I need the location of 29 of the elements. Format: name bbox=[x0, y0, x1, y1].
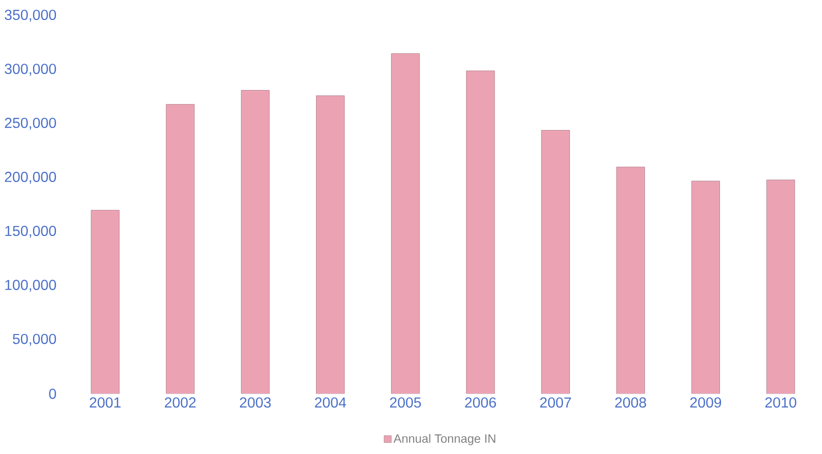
bar bbox=[166, 104, 195, 394]
legend-label: Annual Tonnage IN bbox=[393, 434, 496, 446]
bar bbox=[391, 53, 420, 394]
x-tick-label: 2008 bbox=[615, 397, 646, 408]
y-tick-label: 300,000 bbox=[4, 64, 56, 76]
y-tick-label: 350,000 bbox=[4, 10, 56, 22]
x-tick-label: 2004 bbox=[314, 397, 346, 408]
bar bbox=[691, 180, 720, 394]
bar bbox=[766, 180, 796, 394]
x-tick-label: 2006 bbox=[465, 397, 496, 408]
y-tick-label: 150,000 bbox=[5, 226, 56, 238]
bar bbox=[616, 166, 645, 394]
y-tick-label: 250,000 bbox=[4, 118, 56, 130]
bar bbox=[90, 210, 120, 394]
bar bbox=[541, 130, 570, 394]
y-tick-label: 50,000 bbox=[12, 334, 56, 346]
bar bbox=[466, 70, 495, 394]
x-tick-label: 2005 bbox=[390, 397, 421, 408]
bar bbox=[316, 95, 345, 394]
x-tick-label: 2002 bbox=[164, 397, 196, 408]
x-tick-label: 2009 bbox=[690, 397, 722, 408]
x-tick-label: 2010 bbox=[765, 397, 796, 408]
x-tick-label: 2001 bbox=[90, 397, 121, 408]
y-tick-label: 0 bbox=[49, 388, 56, 399]
x-tick-label: 2003 bbox=[240, 397, 271, 408]
y-tick-label: 200,000 bbox=[4, 172, 56, 184]
y-tick-label: 100,000 bbox=[5, 280, 56, 292]
bar bbox=[241, 90, 270, 394]
x-tick-label: 2007 bbox=[540, 397, 571, 408]
